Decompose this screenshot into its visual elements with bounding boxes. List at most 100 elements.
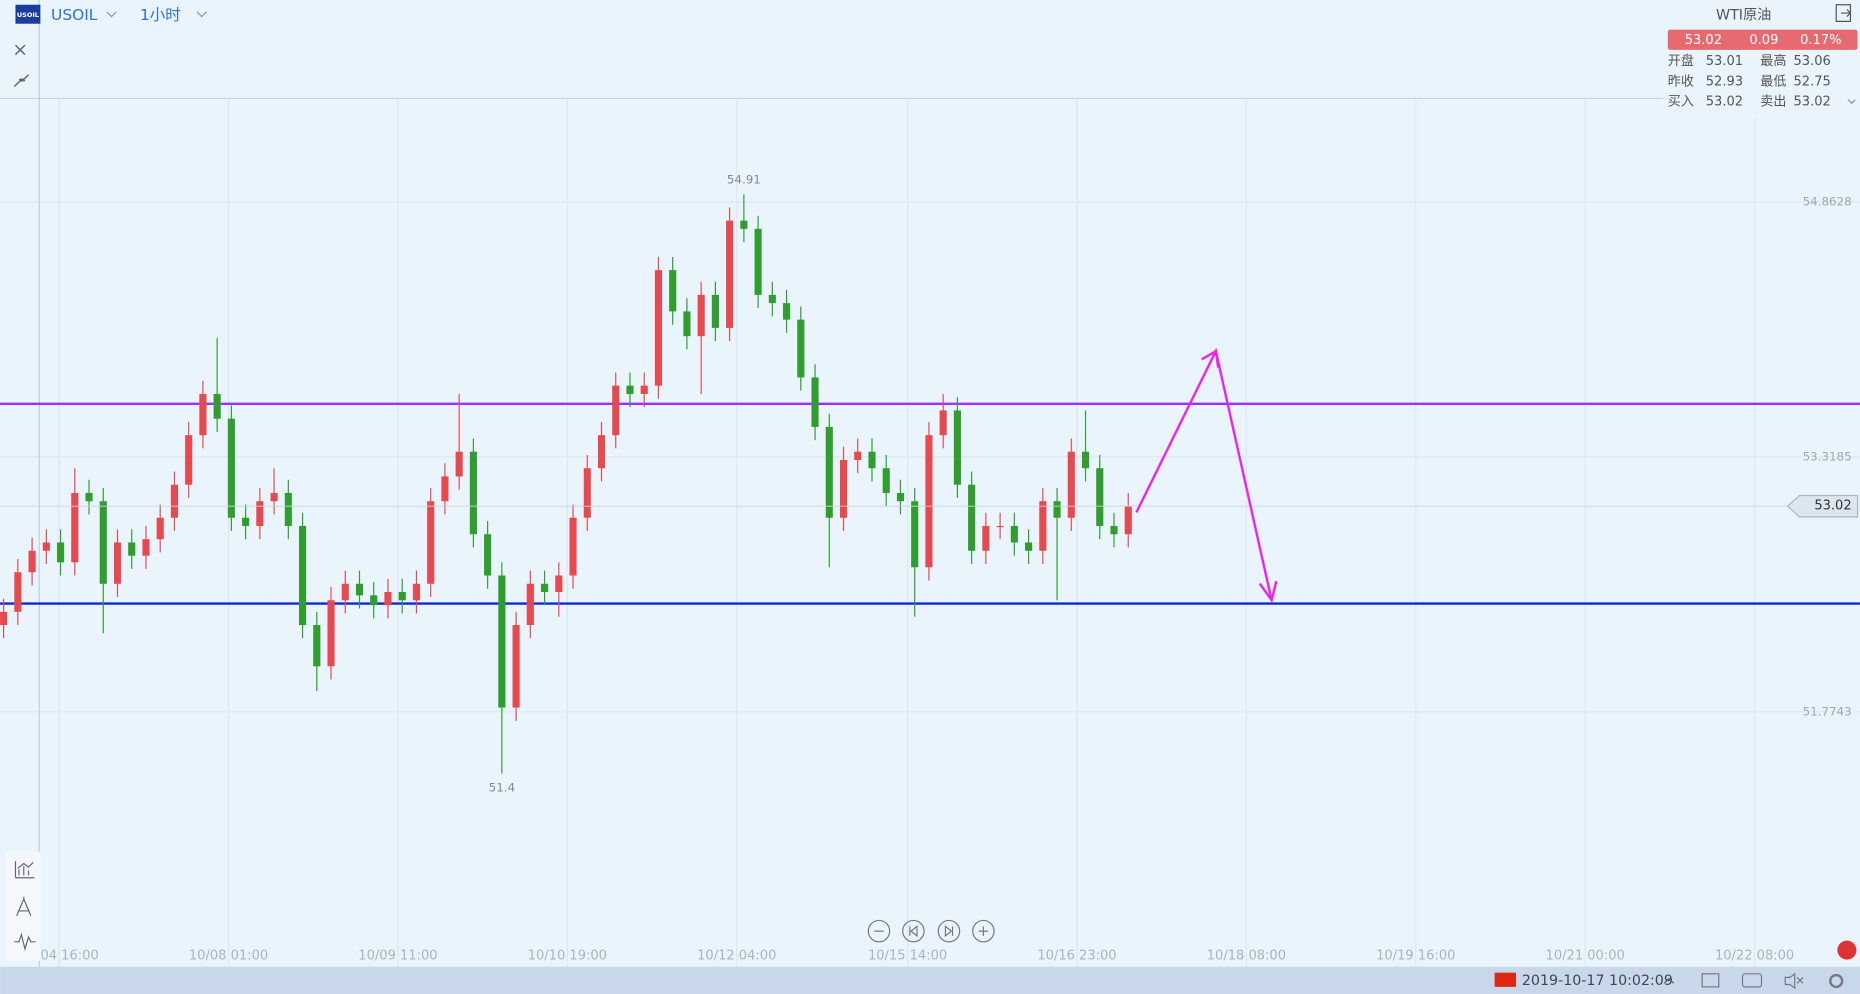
trend-arrows: [1135, 347, 1278, 603]
symbol-dropdown[interactable]: [106, 11, 117, 18]
candle-body: [0, 611, 8, 626]
arrow-head-down: [1258, 580, 1278, 603]
price-bar: [1667, 29, 1858, 50]
x-tick-label: 10/10 19:00: [528, 949, 607, 964]
candle-body: [896, 492, 905, 502]
x-tick-label: 10/18 08:00: [1207, 949, 1286, 964]
candle-body: [1081, 451, 1090, 469]
window-icon[interactable]: [1701, 973, 1720, 988]
quote-value: 52.75: [1794, 74, 1831, 89]
candle-body: [99, 501, 107, 584]
x-tick-label: 10/16 23:00: [1037, 949, 1116, 964]
candle-body: [1053, 501, 1061, 518]
arrow-head-up: [1201, 349, 1220, 368]
quote-label: 开盘: [1668, 53, 1694, 69]
candle-body: [156, 517, 164, 540]
quote-value: 53.06: [1794, 54, 1831, 69]
candle-body: [1124, 506, 1132, 535]
candle-body: [754, 228, 762, 295]
flag: [1494, 972, 1516, 987]
quote-value: 53.01: [1706, 54, 1743, 69]
candle-body: [953, 410, 961, 485]
quote-label: 买入: [1668, 95, 1694, 110]
close-button[interactable]: [14, 44, 26, 56]
expand-quote[interactable]: [1847, 99, 1856, 105]
candle-body: [498, 575, 506, 708]
candle-body: [1067, 451, 1075, 518]
candle-body: [28, 550, 36, 573]
zoom-in[interactable]: [972, 919, 995, 943]
candle-body: [427, 501, 435, 584]
candle-body: [512, 625, 520, 708]
last-price-label: 53.02: [1814, 499, 1851, 514]
logo[interactable]: [15, 4, 41, 24]
nav-buttons: [867, 919, 995, 943]
candle-body: [170, 484, 178, 518]
camera-icon[interactable]: [1741, 973, 1763, 988]
scroll-end[interactable]: [937, 919, 961, 943]
quote-change: 0.09: [1749, 33, 1778, 48]
candle-body: [911, 501, 919, 568]
scroll-start[interactable]: [902, 919, 925, 943]
quote-label: 卖出: [1760, 95, 1786, 110]
candle-body: [982, 525, 990, 551]
wave-tool[interactable]: [14, 932, 36, 952]
candle-body: [412, 583, 421, 601]
draw-tool[interactable]: [16, 896, 32, 916]
candle-body: [242, 517, 250, 526]
candle-body: [583, 468, 591, 518]
zoom-out[interactable]: [867, 919, 891, 943]
candle-body: [1096, 468, 1104, 526]
candle-body: [526, 583, 534, 626]
candle-body: [1039, 501, 1047, 551]
candle-body: [256, 501, 264, 526]
candle-body: [797, 319, 805, 378]
symbol[interactable]: USOIL: [51, 6, 98, 24]
candle-body: [882, 468, 890, 493]
candle-body: [541, 583, 549, 593]
datetime: 2019-10-17 10:02:09: [1522, 973, 1673, 989]
quote-price: 53.02: [1685, 33, 1722, 48]
candle-body: [569, 517, 577, 576]
candle-body: [142, 539, 150, 556]
candle-body: [925, 435, 933, 568]
last-price-tag: [1786, 494, 1859, 518]
x-tick-label: 10/21 00:00: [1546, 949, 1625, 964]
interval-dropdown[interactable]: [196, 11, 207, 18]
candle-body: [1010, 525, 1018, 543]
quote-label: 最低: [1760, 74, 1786, 89]
collapse-button[interactable]: [13, 74, 30, 88]
plot: 54.91 51.4 53.02: [0, 172, 1860, 794]
candle-body: [555, 575, 563, 593]
candle-body: [825, 426, 833, 518]
candle-body: [14, 572, 22, 612]
candle-body: [726, 220, 734, 328]
candle-body: [327, 600, 335, 667]
max-label: 54.91: [727, 172, 761, 186]
candle-body: [626, 385, 634, 394]
candle-body: [370, 595, 378, 606]
candle-body: [868, 451, 876, 469]
candle-body: [398, 592, 406, 601]
candle-body: [56, 542, 65, 563]
candle-body: [597, 435, 606, 469]
candle-body: [455, 451, 463, 477]
candle-body: [313, 625, 321, 667]
alert-icon[interactable]: [1837, 940, 1857, 960]
panel-toggle[interactable]: [1835, 4, 1852, 22]
datetime-toggle[interactable]: [1663, 977, 1675, 984]
settings-icon[interactable]: [1829, 973, 1844, 989]
footer-bar: [0, 966, 1860, 994]
candle-body: [213, 393, 221, 419]
indicator-tool[interactable]: [14, 861, 35, 879]
y-tick-label: 53.3185: [1803, 449, 1852, 463]
mute-icon[interactable]: [1784, 972, 1804, 990]
quote-value: 53.02: [1706, 95, 1743, 110]
candle-body: [939, 410, 947, 436]
candle-body: [711, 294, 719, 328]
interval[interactable]: 1小时: [140, 6, 181, 24]
x-tick-label: 10/12 04:00: [697, 949, 776, 964]
candle-body: [484, 534, 492, 576]
